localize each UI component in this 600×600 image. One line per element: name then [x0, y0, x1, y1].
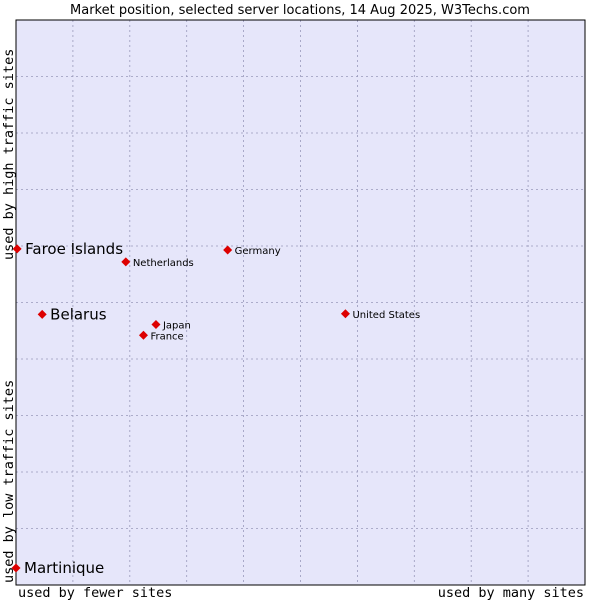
x-axis-label-high: used by many sites: [438, 585, 584, 600]
y-axis-label-high: used by high traffic sites: [1, 49, 17, 260]
point-label: Netherlands: [133, 258, 194, 269]
point-label: France: [150, 331, 183, 342]
point-marker: [11, 563, 21, 573]
data-points: Faroe Islands Netherlands Germany Belarus Ja…: [11, 240, 420, 577]
data-point: Netherlands: [121, 257, 194, 269]
point-marker: [121, 257, 131, 267]
point-marker: [37, 309, 47, 319]
point-marker: [340, 309, 350, 319]
grid-lines: [16, 20, 585, 585]
data-point: Faroe Islands: [12, 240, 123, 258]
point-label: Belarus: [50, 305, 107, 323]
point-label: Japan: [162, 321, 191, 332]
point-label: United States: [352, 310, 420, 321]
data-point: Germany: [223, 245, 281, 257]
data-point: United States: [340, 309, 420, 321]
point-label: Faroe Islands: [25, 240, 123, 258]
data-point: Belarus: [37, 305, 107, 323]
plot-frame: [15, 19, 586, 586]
point-marker: [151, 320, 161, 330]
point-marker: [223, 245, 233, 255]
point-marker: [12, 244, 22, 254]
data-point: Martinique: [11, 559, 104, 577]
data-point: France: [138, 330, 184, 342]
x-axis-label-low: used by fewer sites: [18, 585, 172, 600]
y-axis-label-low: used by low traffic sites: [1, 380, 17, 583]
data-point: Japan: [151, 320, 191, 332]
chart-title: Market position, selected server locatio…: [70, 3, 530, 18]
point-label: Martinique: [24, 559, 104, 577]
point-marker: [138, 330, 148, 340]
point-label: Germany: [235, 246, 281, 257]
